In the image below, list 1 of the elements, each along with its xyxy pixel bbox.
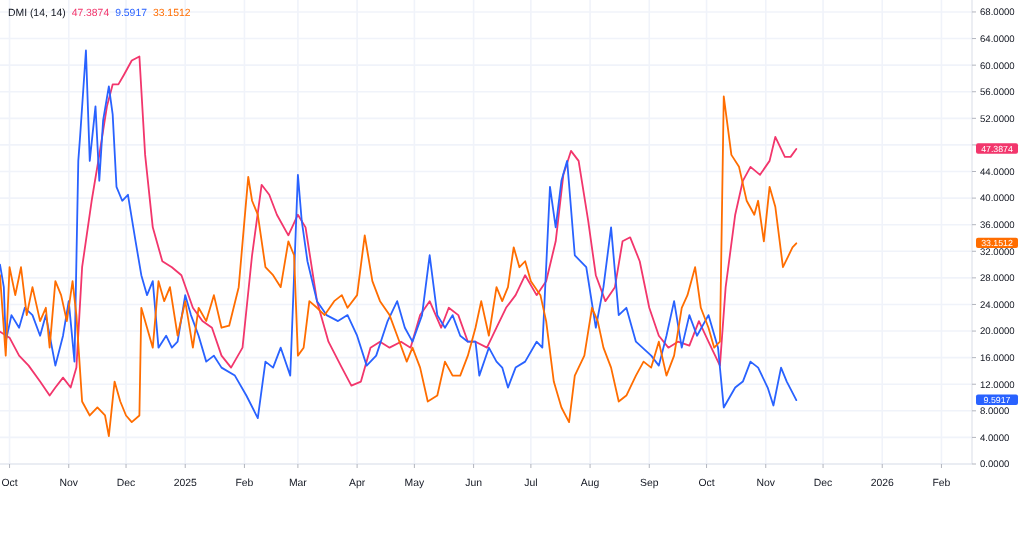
line-series (0, 95, 798, 437)
